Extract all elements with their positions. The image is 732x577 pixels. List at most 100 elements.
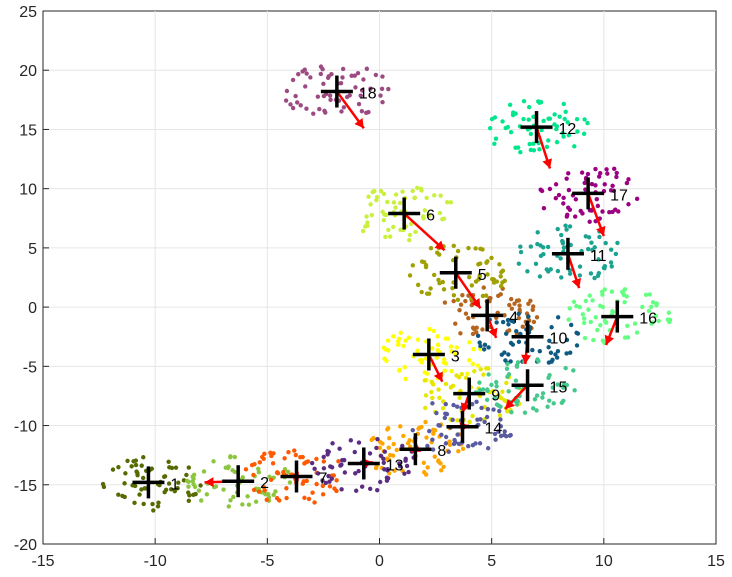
data-point <box>110 467 116 472</box>
data-point <box>457 307 462 313</box>
data-point <box>496 392 501 398</box>
data-point <box>331 473 336 478</box>
data-point <box>452 351 458 357</box>
data-point <box>500 319 506 325</box>
data-point <box>469 402 475 407</box>
data-point <box>460 446 466 451</box>
data-point <box>213 484 219 489</box>
data-point <box>559 275 564 280</box>
data-point <box>302 67 307 72</box>
data-point <box>358 93 363 98</box>
data-point <box>455 432 460 437</box>
data-point <box>466 274 472 280</box>
data-point <box>476 262 481 267</box>
data-point <box>421 470 427 475</box>
data-point <box>502 429 507 434</box>
cluster-label: 13 <box>386 457 404 474</box>
data-point <box>383 234 388 240</box>
data-point <box>443 401 448 407</box>
data-point <box>413 229 418 235</box>
data-point <box>560 239 565 244</box>
data-point <box>392 468 397 473</box>
data-point <box>509 409 514 415</box>
data-point <box>608 247 614 252</box>
data-point <box>415 337 421 342</box>
data-point <box>598 323 603 328</box>
data-point <box>449 368 454 374</box>
arrow-head <box>571 278 582 289</box>
data-point <box>321 466 327 471</box>
data-point <box>391 441 396 447</box>
data-point <box>610 209 615 215</box>
data-point <box>561 195 566 201</box>
data-point <box>312 466 317 472</box>
data-point <box>403 458 408 463</box>
cluster-label: 10 <box>550 331 568 348</box>
data-point <box>290 77 296 83</box>
data-point <box>349 73 354 78</box>
data-point <box>492 141 497 147</box>
data-point <box>352 449 357 455</box>
data-point <box>296 71 301 77</box>
data-point <box>192 484 198 490</box>
data-point <box>256 466 261 472</box>
data-point <box>380 74 385 79</box>
data-point <box>419 358 424 363</box>
data-point <box>502 398 507 403</box>
data-point <box>284 88 290 94</box>
data-point <box>425 443 430 449</box>
data-point <box>382 449 388 454</box>
data-point <box>583 298 588 304</box>
data-point <box>359 108 365 114</box>
data-point <box>341 105 347 110</box>
data-point <box>318 71 324 77</box>
data-point <box>381 460 386 466</box>
scatter-points <box>100 64 673 513</box>
data-point <box>334 478 339 483</box>
data-point <box>507 302 512 308</box>
data-point <box>520 324 525 329</box>
data-point <box>251 487 257 493</box>
data-point <box>485 446 491 451</box>
data-point <box>422 378 428 383</box>
data-point <box>622 300 627 305</box>
data-point <box>550 385 556 390</box>
data-point <box>348 438 354 443</box>
data-point <box>270 461 276 466</box>
data-point <box>556 192 562 198</box>
data-point <box>530 406 536 411</box>
y-tick-label: 15 <box>19 122 37 139</box>
data-point <box>476 277 481 282</box>
data-point <box>477 340 482 345</box>
data-point <box>566 187 572 193</box>
data-point <box>292 448 297 453</box>
data-point <box>514 402 520 407</box>
data-point <box>502 313 507 318</box>
cluster-label: 2 <box>260 475 269 492</box>
data-point <box>246 502 252 507</box>
data-point <box>653 313 659 319</box>
data-point <box>492 431 498 437</box>
data-point <box>491 280 497 285</box>
data-point <box>342 457 347 463</box>
x-tick-label: 15 <box>707 553 725 570</box>
data-point <box>441 287 447 292</box>
data-point <box>368 202 373 207</box>
data-point <box>563 109 568 115</box>
data-point <box>223 465 228 470</box>
data-point <box>430 395 435 401</box>
data-point <box>443 441 449 446</box>
data-point <box>474 399 479 405</box>
data-point <box>475 333 481 339</box>
data-point <box>578 208 583 214</box>
arrow-head <box>354 118 364 129</box>
data-point <box>386 86 391 92</box>
data-point <box>561 201 566 206</box>
data-point <box>320 478 325 483</box>
data-point <box>493 437 498 442</box>
data-point <box>589 181 595 187</box>
data-point <box>478 343 483 349</box>
data-point <box>339 109 344 114</box>
data-point <box>585 171 591 177</box>
data-point <box>122 494 127 500</box>
